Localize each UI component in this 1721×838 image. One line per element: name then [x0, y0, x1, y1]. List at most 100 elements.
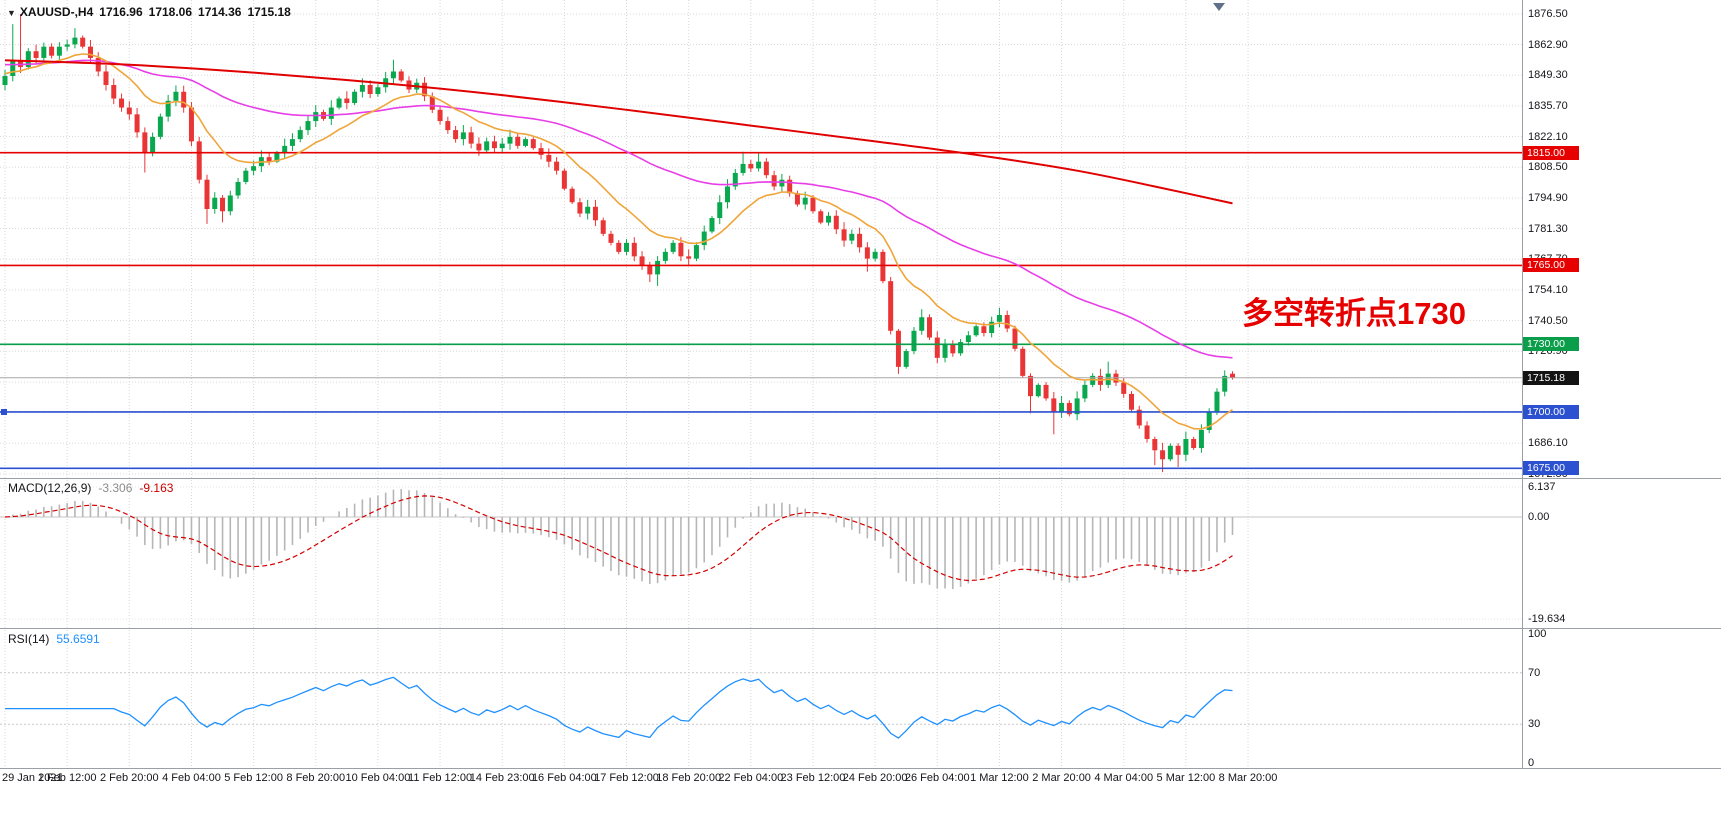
time-axis-label: 5 Feb 12:00	[224, 772, 283, 784]
one-click-trading-arrow[interactable]: ▼	[7, 8, 16, 18]
candle-body	[592, 206, 598, 221]
price-axis-label: 1754.10	[1528, 283, 1568, 296]
candle-body	[561, 170, 567, 189]
candle-body	[1136, 409, 1142, 426]
candle-body	[1082, 384, 1088, 399]
candle-body	[927, 317, 933, 338]
candle-body	[64, 44, 70, 47]
candle-body	[732, 172, 738, 187]
candle-body	[181, 91, 187, 108]
candle-body	[810, 197, 816, 212]
rsi-scale-label: 100	[1528, 628, 1547, 640]
candle-body	[662, 251, 668, 261]
chart-shift-marker-icon[interactable]	[1213, 3, 1225, 11]
candle-body	[693, 245, 699, 259]
hline-anchor-handle[interactable]	[1, 408, 7, 415]
candle-body	[981, 326, 987, 334]
candle-body	[453, 130, 459, 140]
candle-body	[655, 260, 661, 275]
macd-scale-label: 6.137	[1528, 481, 1556, 493]
ma-slow-line	[4, 59, 1233, 205]
pane-separator-macd-rsi[interactable]	[0, 628, 1721, 629]
chart-title: ▼ XAUUSD-,H4 1716.96 1718.06 1714.36 1715.18	[7, 5, 297, 19]
candle-body	[429, 96, 435, 110]
candle-body	[367, 85, 373, 95]
candle-body	[1160, 450, 1166, 460]
candle-body	[235, 181, 241, 196]
candle-body	[826, 215, 832, 223]
pane-separator-main-macd[interactable]	[0, 478, 1721, 479]
rsi-scale-label: 70	[1528, 666, 1541, 679]
candle-body	[880, 251, 886, 282]
candle-body	[352, 91, 358, 104]
candle-body	[872, 251, 878, 259]
candle-body	[530, 139, 536, 149]
candle-body	[639, 256, 645, 266]
candle-body	[476, 143, 482, 151]
time-axis-label: 16 Feb 04:00	[531, 772, 597, 784]
candle-body	[631, 242, 637, 257]
price-axis-label: 1794.90	[1528, 191, 1568, 204]
candle-body	[251, 166, 257, 171]
candle-body	[142, 132, 148, 153]
time-axis-label: 4 Mar 04:00	[1094, 772, 1154, 784]
candle-body	[422, 82, 428, 97]
candle-body	[624, 242, 630, 252]
time-axis-label: 1 Mar 12:00	[970, 772, 1029, 784]
time-axis-label: 17 Feb 12:00	[594, 772, 659, 784]
candle-body	[950, 344, 956, 354]
ma-fast-line	[4, 53, 1233, 430]
text-annotation-turning-point[interactable]: 多空转折点1730	[1242, 296, 1466, 331]
candle-body	[103, 71, 109, 86]
candle-body	[95, 57, 101, 72]
candle-body	[515, 136, 521, 146]
grid-lines	[0, 0, 1522, 768]
candle-body	[973, 326, 979, 336]
ma-medium-line	[4, 59, 1233, 359]
candle-body	[220, 197, 226, 212]
candle-body	[375, 87, 381, 95]
macd-indicator-label: MACD(12,26,9) -3.306 -9.163	[8, 481, 180, 495]
macd-signal-line	[4, 495, 1233, 582]
candle-body	[437, 109, 443, 122]
candle-body	[111, 85, 117, 99]
candle-body	[895, 330, 901, 367]
candle-body	[484, 141, 490, 151]
time-axis-label: 22 Feb 04:00	[718, 772, 784, 784]
price-axis-label: 1781.30	[1528, 222, 1568, 235]
price-badge-1675.00: 1675.00	[1523, 461, 1579, 476]
candle-body	[577, 202, 583, 214]
candle-body	[313, 112, 319, 122]
symbol-period-label: XAUUSD-,H4	[19, 5, 94, 19]
candle-body	[1175, 445, 1181, 455]
candle-body	[1035, 384, 1041, 397]
price-badge-1765.00: 1765.00	[1523, 258, 1579, 273]
candle-body	[1152, 439, 1158, 451]
candle-body	[282, 145, 288, 153]
candle-body	[1144, 425, 1150, 440]
candle-body	[903, 351, 909, 367]
time-axis-label: 14 Feb 23:00	[469, 772, 535, 784]
price-badge-1815.00: 1815.00	[1523, 145, 1579, 160]
time-axis-label: 8 Mar 20:00	[1218, 772, 1278, 784]
candle-body	[818, 211, 824, 223]
candle-body	[554, 161, 560, 171]
candle-body	[600, 220, 606, 234]
candle-body	[119, 98, 125, 108]
candle-body	[1183, 439, 1189, 455]
candle-body	[546, 154, 552, 162]
candle-body	[1206, 411, 1212, 430]
candle-body	[359, 85, 365, 92]
candle-body	[49, 46, 55, 56]
candle-body	[344, 98, 350, 104]
candle-body	[499, 143, 505, 149]
candle-body	[701, 231, 707, 246]
candle-body	[1121, 382, 1127, 394]
candle-body	[585, 206, 591, 214]
candle-body	[33, 51, 39, 58]
candle-body	[1012, 328, 1018, 349]
candle-body	[942, 344, 948, 358]
candle-body	[794, 193, 800, 205]
candle-body	[173, 91, 179, 101]
